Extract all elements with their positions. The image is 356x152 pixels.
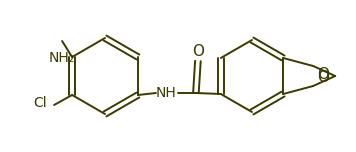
Text: NH₂: NH₂ xyxy=(49,51,75,65)
Text: Cl: Cl xyxy=(33,96,47,110)
Text: O: O xyxy=(317,67,329,82)
Text: O: O xyxy=(317,70,329,85)
Text: NH: NH xyxy=(156,86,176,100)
Text: O: O xyxy=(192,45,204,59)
